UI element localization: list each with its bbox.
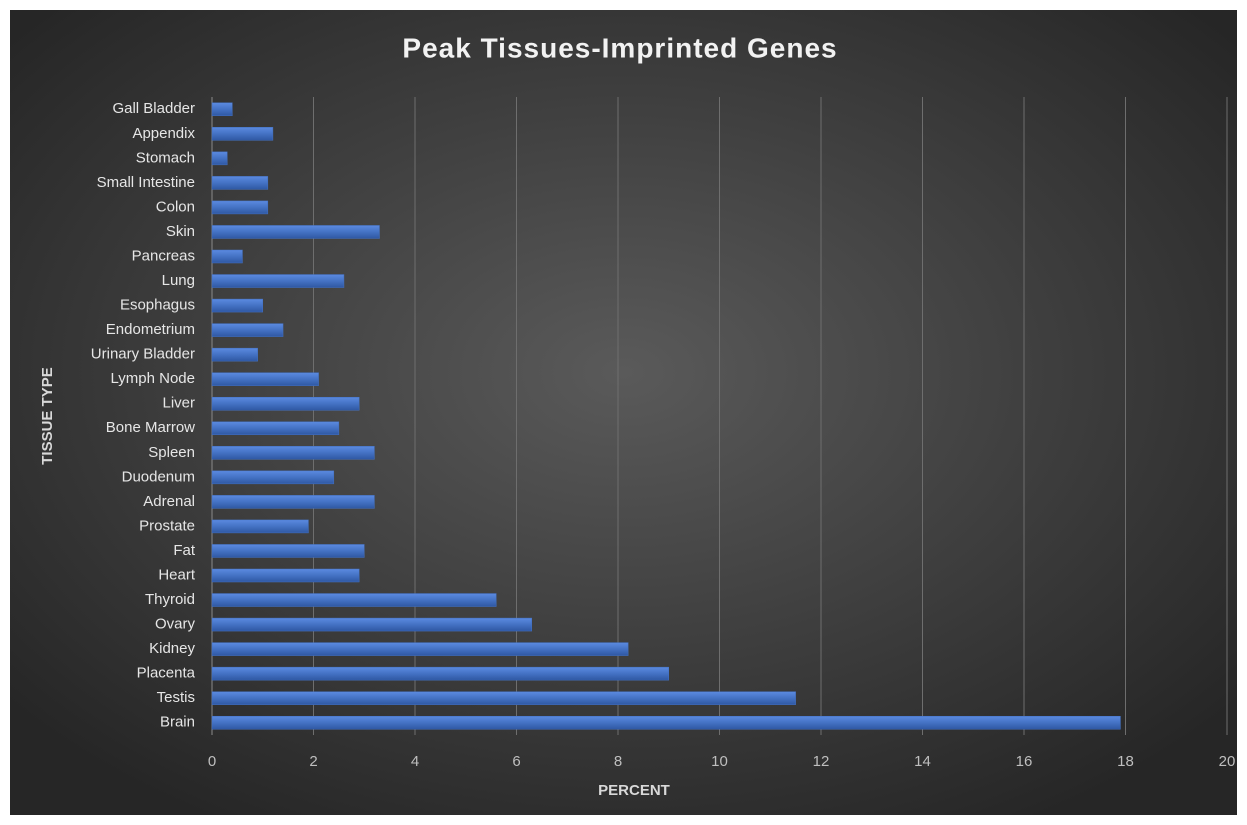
y-tick-label: Heart (158, 566, 196, 583)
x-tick-label: 14 (914, 753, 931, 770)
bar (211, 176, 269, 190)
y-tick-label: Appendix (132, 125, 195, 142)
bar (211, 396, 360, 411)
bar (211, 470, 335, 485)
bar (211, 446, 375, 460)
plot-area: 0 2 4 6 8 10 12 14 16 18 20 Brain Testis Placenta Kidn… (91, 97, 1236, 770)
y-tick-label: Fat (173, 542, 196, 559)
bar (211, 127, 274, 141)
bar (211, 249, 243, 264)
y-tick-label: Testis (157, 689, 195, 706)
x-tick-label: 16 (1016, 753, 1033, 770)
bar (211, 593, 497, 607)
bar (211, 642, 629, 656)
y-tick-label: Spleen (148, 444, 195, 461)
x-tick-label: 12 (813, 753, 830, 770)
y-axis-label: TISSUE TYPE (39, 367, 56, 465)
chart-title: Peak Tissues-Imprinted Genes (402, 32, 837, 63)
y-tick-label: Brain (160, 714, 195, 731)
y-tick-label: Adrenal (143, 493, 195, 510)
y-tick-label: Placenta (137, 665, 196, 682)
y-tick-label: Liver (162, 395, 195, 412)
y-tick-label: Colon (156, 198, 195, 215)
x-tick-label: 4 (411, 753, 419, 770)
bar (211, 298, 263, 313)
y-tick-label: Esophagus (120, 297, 195, 314)
chart-background (10, 10, 1237, 815)
y-tick-label: Lymph Node (111, 370, 196, 387)
x-tick-label: 10 (711, 753, 728, 770)
bar (211, 495, 375, 509)
y-tick-label: Small Intestine (97, 174, 195, 191)
bar (211, 544, 365, 558)
bar (211, 421, 340, 436)
bar (211, 151, 228, 166)
x-tick-label: 0 (208, 753, 216, 770)
bar (211, 691, 796, 705)
y-tick-label: Duodenum (122, 468, 195, 485)
x-tick-label: 20 (1219, 753, 1236, 770)
y-tick-label: Ovary (155, 616, 196, 633)
x-tick-label: 2 (309, 753, 317, 770)
y-tick-label: Endometrium (106, 321, 195, 338)
bar (211, 568, 360, 583)
bar (211, 666, 669, 681)
y-tick-label: Prostate (139, 517, 195, 534)
x-tick-label: 18 (1117, 753, 1134, 770)
y-tick-label: Skin (166, 223, 195, 240)
y-tick-label: Kidney (149, 640, 195, 657)
y-tick-label: Lung (162, 272, 195, 289)
y-tick-label: Pancreas (132, 247, 195, 264)
bar (211, 372, 319, 386)
bar (211, 519, 309, 534)
y-tick-label: Thyroid (145, 591, 195, 608)
x-tick-label: 6 (512, 753, 520, 770)
bar (211, 715, 1121, 730)
y-tick-label: Gall Bladder (112, 100, 195, 117)
x-tick-label: 8 (614, 753, 622, 770)
x-axis-label: PERCENT (598, 782, 670, 799)
bar (211, 347, 258, 362)
y-tick-label: Bone Marrow (106, 419, 195, 436)
bar (211, 102, 233, 117)
y-tick-label: Stomach (136, 149, 195, 166)
bar (211, 274, 345, 288)
y-tick-label: Urinary Bladder (91, 346, 195, 363)
bar (211, 225, 380, 239)
bar (211, 200, 269, 215)
bar (211, 323, 284, 337)
bar (211, 617, 532, 632)
